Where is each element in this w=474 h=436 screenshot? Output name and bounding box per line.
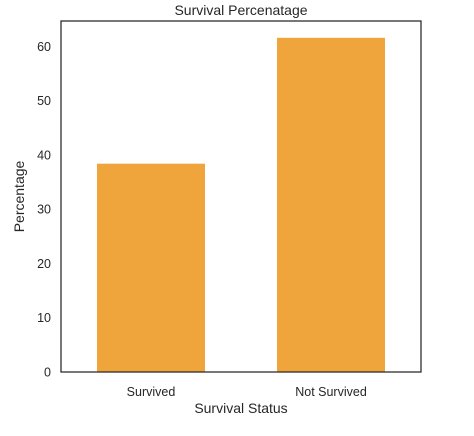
y-tick-label: 0 [44, 366, 51, 380]
bar-survived [97, 163, 205, 372]
chart-title: Survival Percenatage [174, 2, 307, 18]
y-ticks-layer: 0 10 20 30 40 50 60 [37, 40, 51, 380]
y-tick-label: 60 [37, 40, 51, 54]
y-tick-label: 40 [37, 148, 51, 162]
y-tick-label: 50 [37, 94, 51, 108]
y-tick-label: 30 [37, 203, 51, 217]
x-axis-label: Survival Status [194, 400, 287, 416]
x-tick-label: Not Survived [295, 385, 367, 399]
y-tick-label: 10 [37, 311, 51, 325]
bars-layer [97, 37, 385, 372]
plot-frame [60, 20, 422, 373]
x-ticks-layer: Survived Not Survived [127, 385, 367, 399]
bar-not-survived [277, 37, 385, 372]
y-tick-label: 20 [37, 257, 51, 271]
y-axis-label: Percentage [11, 160, 27, 232]
x-tick-label: Survived [127, 385, 176, 399]
